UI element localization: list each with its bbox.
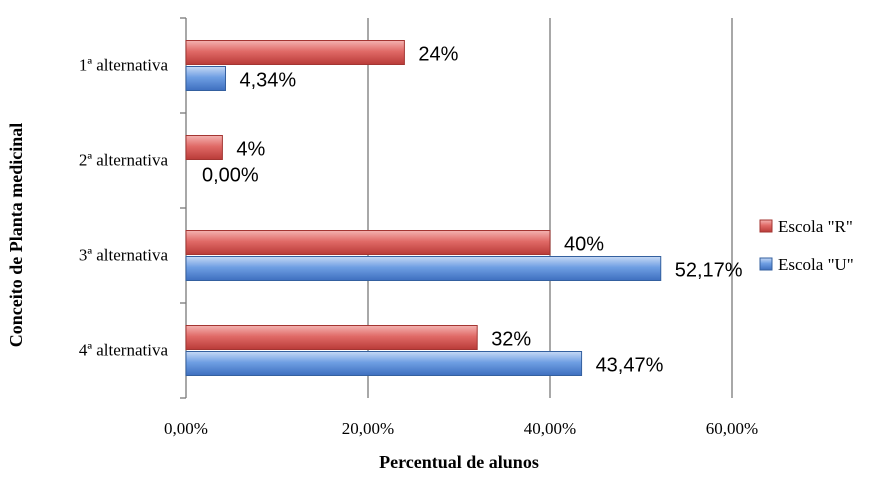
category-label: 1ª alternativa bbox=[79, 56, 169, 75]
legend-swatch-escola-r bbox=[759, 219, 773, 233]
legend: Escola "R" Escola "U" bbox=[759, 217, 854, 274]
x-axis-ticks: 0,00% 20,00% 40,00% 60,00% bbox=[164, 419, 758, 438]
bar-escola-u bbox=[185, 66, 226, 91]
bars bbox=[185, 40, 662, 376]
x-tick-label: 0,00% bbox=[164, 419, 208, 438]
bar-escola-r bbox=[185, 40, 405, 65]
category-label: 2ª alternativa bbox=[79, 151, 169, 170]
legend-label: Escola "U" bbox=[778, 255, 854, 274]
data-label: 32% bbox=[491, 329, 531, 351]
data-label: 43,47% bbox=[596, 355, 664, 377]
data-label: 0,00% bbox=[202, 165, 259, 187]
data-label: 52,17% bbox=[675, 260, 743, 282]
x-axis-title: Percentual de alunos bbox=[379, 452, 539, 472]
bar-escola-r bbox=[185, 230, 551, 255]
bar-escola-r bbox=[185, 135, 223, 160]
data-label: 40% bbox=[564, 234, 604, 256]
legend-label: Escola "R" bbox=[778, 217, 853, 236]
x-tick-label: 20,00% bbox=[342, 419, 394, 438]
data-label: 4% bbox=[236, 139, 265, 161]
category-label: 4ª alternativa bbox=[79, 341, 169, 360]
category-label: 3ª alternativa bbox=[79, 246, 169, 265]
data-label: 24% bbox=[418, 44, 458, 66]
legend-swatch-escola-u bbox=[759, 257, 773, 271]
y-axis-title: Conceito de Planta medicinal bbox=[6, 123, 26, 347]
x-tick-label: 40,00% bbox=[524, 419, 576, 438]
x-tick-label: 60,00% bbox=[706, 419, 758, 438]
bar-escola-u bbox=[185, 351, 583, 376]
category-axis bbox=[180, 17, 187, 399]
category-labels: 1ª alternativa 2ª alternativa 3ª alternati… bbox=[79, 56, 169, 360]
data-labels: 24% 4,34% 4% 0,00% 40% 52,17% 32% 43,47% bbox=[202, 44, 743, 377]
bar-escola-r bbox=[185, 325, 478, 350]
bar-escola-u bbox=[185, 256, 662, 281]
data-label: 4,34% bbox=[239, 70, 296, 92]
